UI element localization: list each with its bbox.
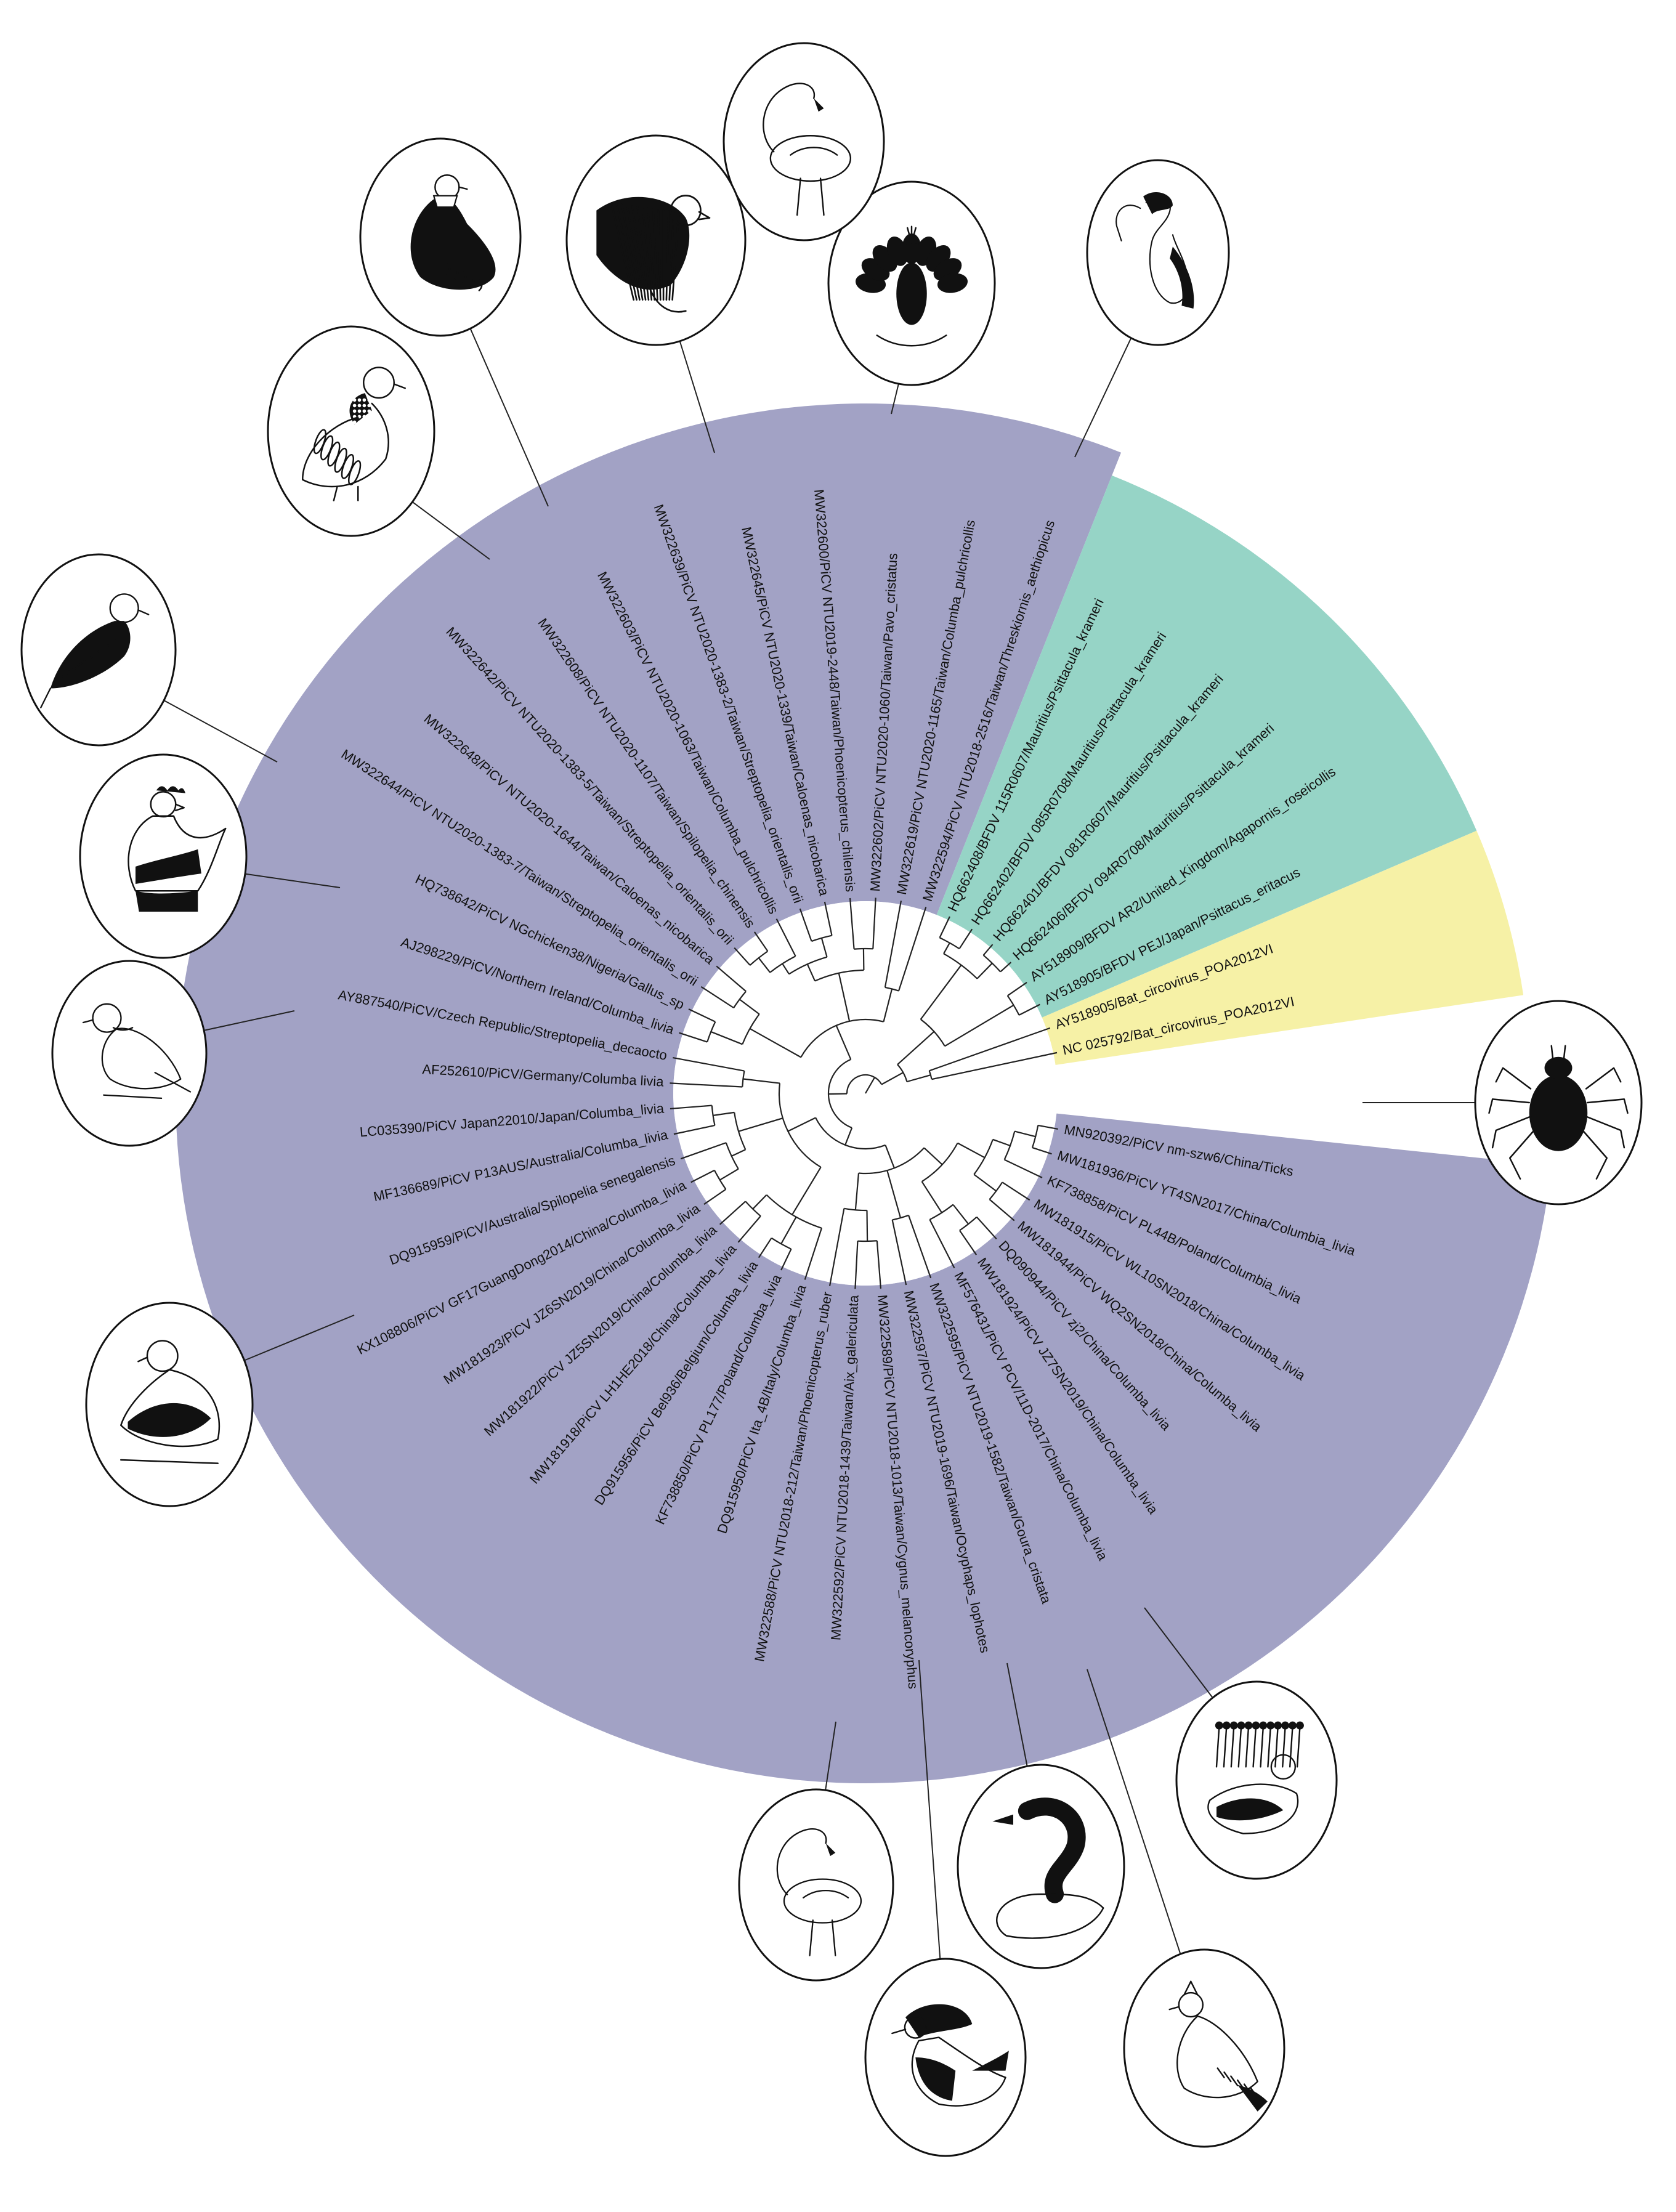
collared-dove-icon bbox=[52, 961, 206, 1146]
crested-pigeon-icon bbox=[1124, 1950, 1284, 2147]
vignette-frame bbox=[268, 326, 434, 536]
nicobar-pigeon-icon bbox=[567, 136, 745, 345]
oriental-turtle-dove-icon bbox=[22, 554, 176, 745]
mandarin-duck-icon bbox=[865, 1959, 1026, 2156]
flamingo-icon bbox=[724, 43, 884, 240]
vignette-frame bbox=[52, 961, 206, 1146]
black-necked-swan-icon bbox=[958, 1765, 1124, 1968]
chicken-icon bbox=[80, 755, 246, 958]
vignette-frame bbox=[1176, 1682, 1337, 1879]
vignette-frame bbox=[1087, 160, 1229, 345]
crowned-pigeon-icon bbox=[1176, 1682, 1337, 1879]
vignette-frame bbox=[724, 43, 884, 240]
laughing-dove-icon bbox=[86, 1303, 253, 1506]
spotted-dove-icon bbox=[268, 326, 434, 536]
vignette-connector bbox=[469, 327, 548, 506]
ashy-wood-pigeon-icon bbox=[360, 139, 520, 336]
sacred-ibis-icon bbox=[1087, 160, 1229, 345]
flamingo-icon bbox=[739, 1789, 893, 1980]
tick-icon bbox=[1475, 1001, 1642, 1204]
vignette-frame bbox=[739, 1789, 893, 1980]
vignette-frame bbox=[1124, 1950, 1284, 2147]
vignette-frame bbox=[80, 755, 246, 958]
clade-backgrounds bbox=[176, 403, 1552, 1783]
vignette-connector bbox=[163, 700, 277, 762]
vignette-connector bbox=[1075, 336, 1132, 457]
